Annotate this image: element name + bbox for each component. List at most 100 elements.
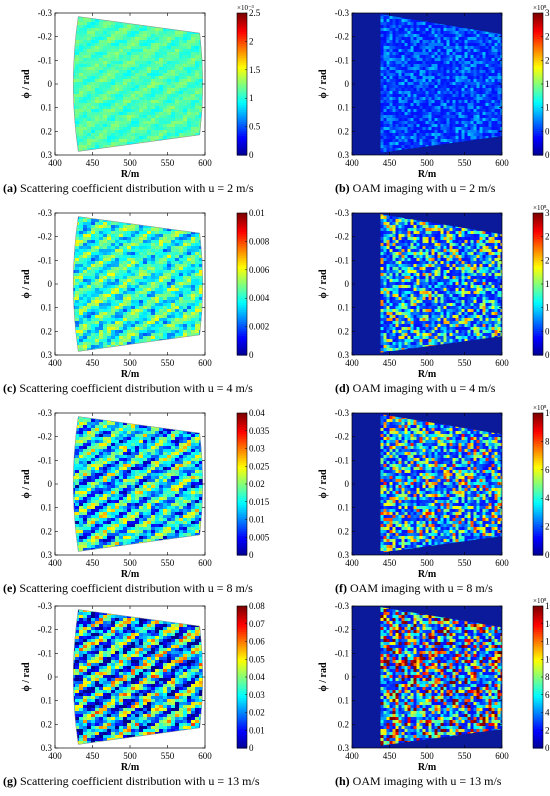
y-tick-label: 0 (345, 79, 350, 89)
x-tick-label: 500 (420, 751, 434, 761)
colorbar-tick-label: 0.01 (249, 725, 265, 735)
colorbar-exponent: ×10⁸ (533, 204, 547, 212)
x-tick-label: 400 (345, 158, 359, 168)
x-axis-label: R/m (121, 762, 140, 773)
colorbar-tick-label: 0.07 (249, 619, 265, 629)
colorbar-tick-label: 0 (249, 743, 254, 753)
x-tick-label: 550 (161, 558, 175, 568)
caption-b: (b) OAM imaging with u = 2 m/s (335, 181, 496, 195)
x-axis-label: R/m (418, 369, 437, 380)
y-tick-label: 0.1 (41, 303, 52, 313)
colorbar-tick-label: 2.5 (545, 232, 550, 242)
colorbar-tick-label: 0.5 (545, 326, 550, 336)
x-tick-label: 550 (458, 158, 472, 168)
panel-a: 400 450 500 550 600 -0.3 -0.2 -0.1 0 0.1 0.2 0.3 R/m… (21, 4, 261, 180)
colorbar-tick-label: 1.5 (249, 65, 261, 75)
x-tick-label: 550 (458, 751, 472, 761)
y-tick-label: 0.1 (41, 503, 52, 513)
colorbar-tick-label: 8 (545, 672, 550, 682)
x-tick-label: 600 (495, 358, 509, 368)
caption-f: (f) OAM imaging with u = 8 m/s (335, 581, 493, 595)
caption-e: (e) Scattering coefficient distribution … (3, 581, 253, 595)
y-tick-label: 0 (48, 279, 53, 289)
colorbar-tick-label: 1.5 (545, 79, 550, 89)
y-tick-label: 0.3 (41, 150, 53, 160)
colorbar-tick-label: 0.03 (249, 690, 265, 700)
x-axis-label: R/m (418, 569, 437, 580)
colorbar-tick-label: 0.02 (249, 479, 265, 489)
y-tick-label: 0.1 (338, 103, 349, 113)
colorbar-tick-label: 2.5 (545, 32, 550, 42)
y-tick-label: -0.1 (38, 455, 52, 465)
colorbar-tick-label: 3 (545, 208, 550, 218)
colorbar-tick-label: 0.5 (545, 126, 550, 136)
colorbar-tick-label: 0.06 (249, 637, 265, 647)
colorbar-tick-label: 0.006 (249, 265, 270, 275)
x-tick-label: 400 (48, 751, 62, 761)
x-axis-label: R/m (121, 169, 140, 180)
colorbar-tick-label: 4 (545, 493, 550, 503)
x-tick-label: 600 (198, 158, 212, 168)
y-tick-label: 0 (345, 279, 350, 289)
y-tick-label: -0.1 (38, 648, 52, 658)
colorbar-tick-label: 8 (545, 436, 550, 446)
colorbar-exponent: ×10⁸ (533, 404, 547, 412)
y-tick-label: 0 (345, 479, 350, 489)
y-tick-label: 0.3 (41, 350, 53, 360)
y-tick-label: -0.3 (335, 601, 350, 611)
colorbar-tick-label: 0.04 (249, 408, 265, 418)
y-tick-label: 0.1 (338, 303, 349, 313)
colorbar-tick-label: 2 (545, 725, 550, 735)
colorbar-tick-label: 0 (545, 350, 550, 360)
y-tick-label: 0 (48, 479, 53, 489)
x-tick-label: 450 (86, 358, 100, 368)
x-tick-label: 500 (123, 158, 137, 168)
y-tick-label: 0.3 (338, 550, 350, 560)
x-tick-label: 600 (495, 158, 509, 168)
y-tick-label: 0.1 (41, 103, 52, 113)
y-tick-label: -0.3 (335, 408, 350, 418)
colorbar-tick-label: 0.05 (249, 654, 265, 664)
y-axis-label: ϕ / rad (318, 69, 329, 98)
panel-h: 400 450 500 550 600 -0.3 -0.2 -0.1 0 0.1 0.2 0.3 R/m… (318, 597, 550, 773)
y-tick-label: -0.2 (335, 432, 349, 442)
y-tick-label: -0.1 (335, 55, 349, 65)
colorbar-tick-label: 3 (545, 8, 550, 18)
panel-d: 400 450 500 550 600 -0.3 -0.2 -0.1 0 0.1 0.2 0.3 R/m… (318, 204, 550, 380)
x-tick-label: 400 (345, 751, 359, 761)
y-tick-label: 0.2 (41, 326, 52, 336)
colorbar: 0 0.002 0.004 0.006 0.008 0.01 (236, 208, 270, 360)
colorbar-tick-label: 0.02 (249, 708, 265, 718)
y-tick-label: 0.3 (41, 550, 53, 560)
y-tick-label: -0.1 (335, 455, 349, 465)
colorbar-tick-label: 2 (545, 55, 550, 65)
y-tick-label: -0.3 (335, 8, 350, 18)
x-tick-label: 450 (86, 558, 100, 568)
y-tick-label: -0.1 (38, 55, 52, 65)
colorbar-tick-label: 1 (249, 93, 254, 103)
colorbar-tick-label: 10 (545, 408, 550, 418)
colorbar-tick-label: 0.03 (249, 444, 265, 454)
x-tick-label: 500 (420, 358, 434, 368)
colorbar-tick-label: 12 (545, 637, 550, 647)
colorbar-tick-label: 1.5 (545, 279, 550, 289)
x-tick-label: 400 (48, 358, 62, 368)
y-tick-label: -0.2 (38, 32, 52, 42)
x-tick-label: 550 (161, 358, 175, 368)
y-tick-label: -0.2 (38, 625, 52, 635)
y-axis-label: ϕ / rad (21, 69, 32, 98)
colorbar-tick-label: 2 (249, 36, 254, 46)
panel-b: 400 450 500 550 600 -0.3 -0.2 -0.1 0 0.1 0.2 0.3 R/m… (318, 4, 550, 180)
colorbar-tick-label: 2 (545, 255, 550, 265)
y-tick-label: 0.2 (338, 126, 349, 136)
x-tick-label: 450 (86, 158, 100, 168)
y-tick-label: -0.1 (335, 255, 349, 265)
x-tick-label: 550 (458, 558, 472, 568)
x-axis-label: R/m (121, 569, 140, 580)
colorbar-tick-label: 10 (545, 654, 550, 664)
colorbar-tick-label: 1 (545, 103, 550, 113)
colorbar-tick-label: 0 (249, 150, 254, 160)
x-tick-label: 600 (495, 558, 509, 568)
y-tick-label: 0.2 (41, 126, 52, 136)
